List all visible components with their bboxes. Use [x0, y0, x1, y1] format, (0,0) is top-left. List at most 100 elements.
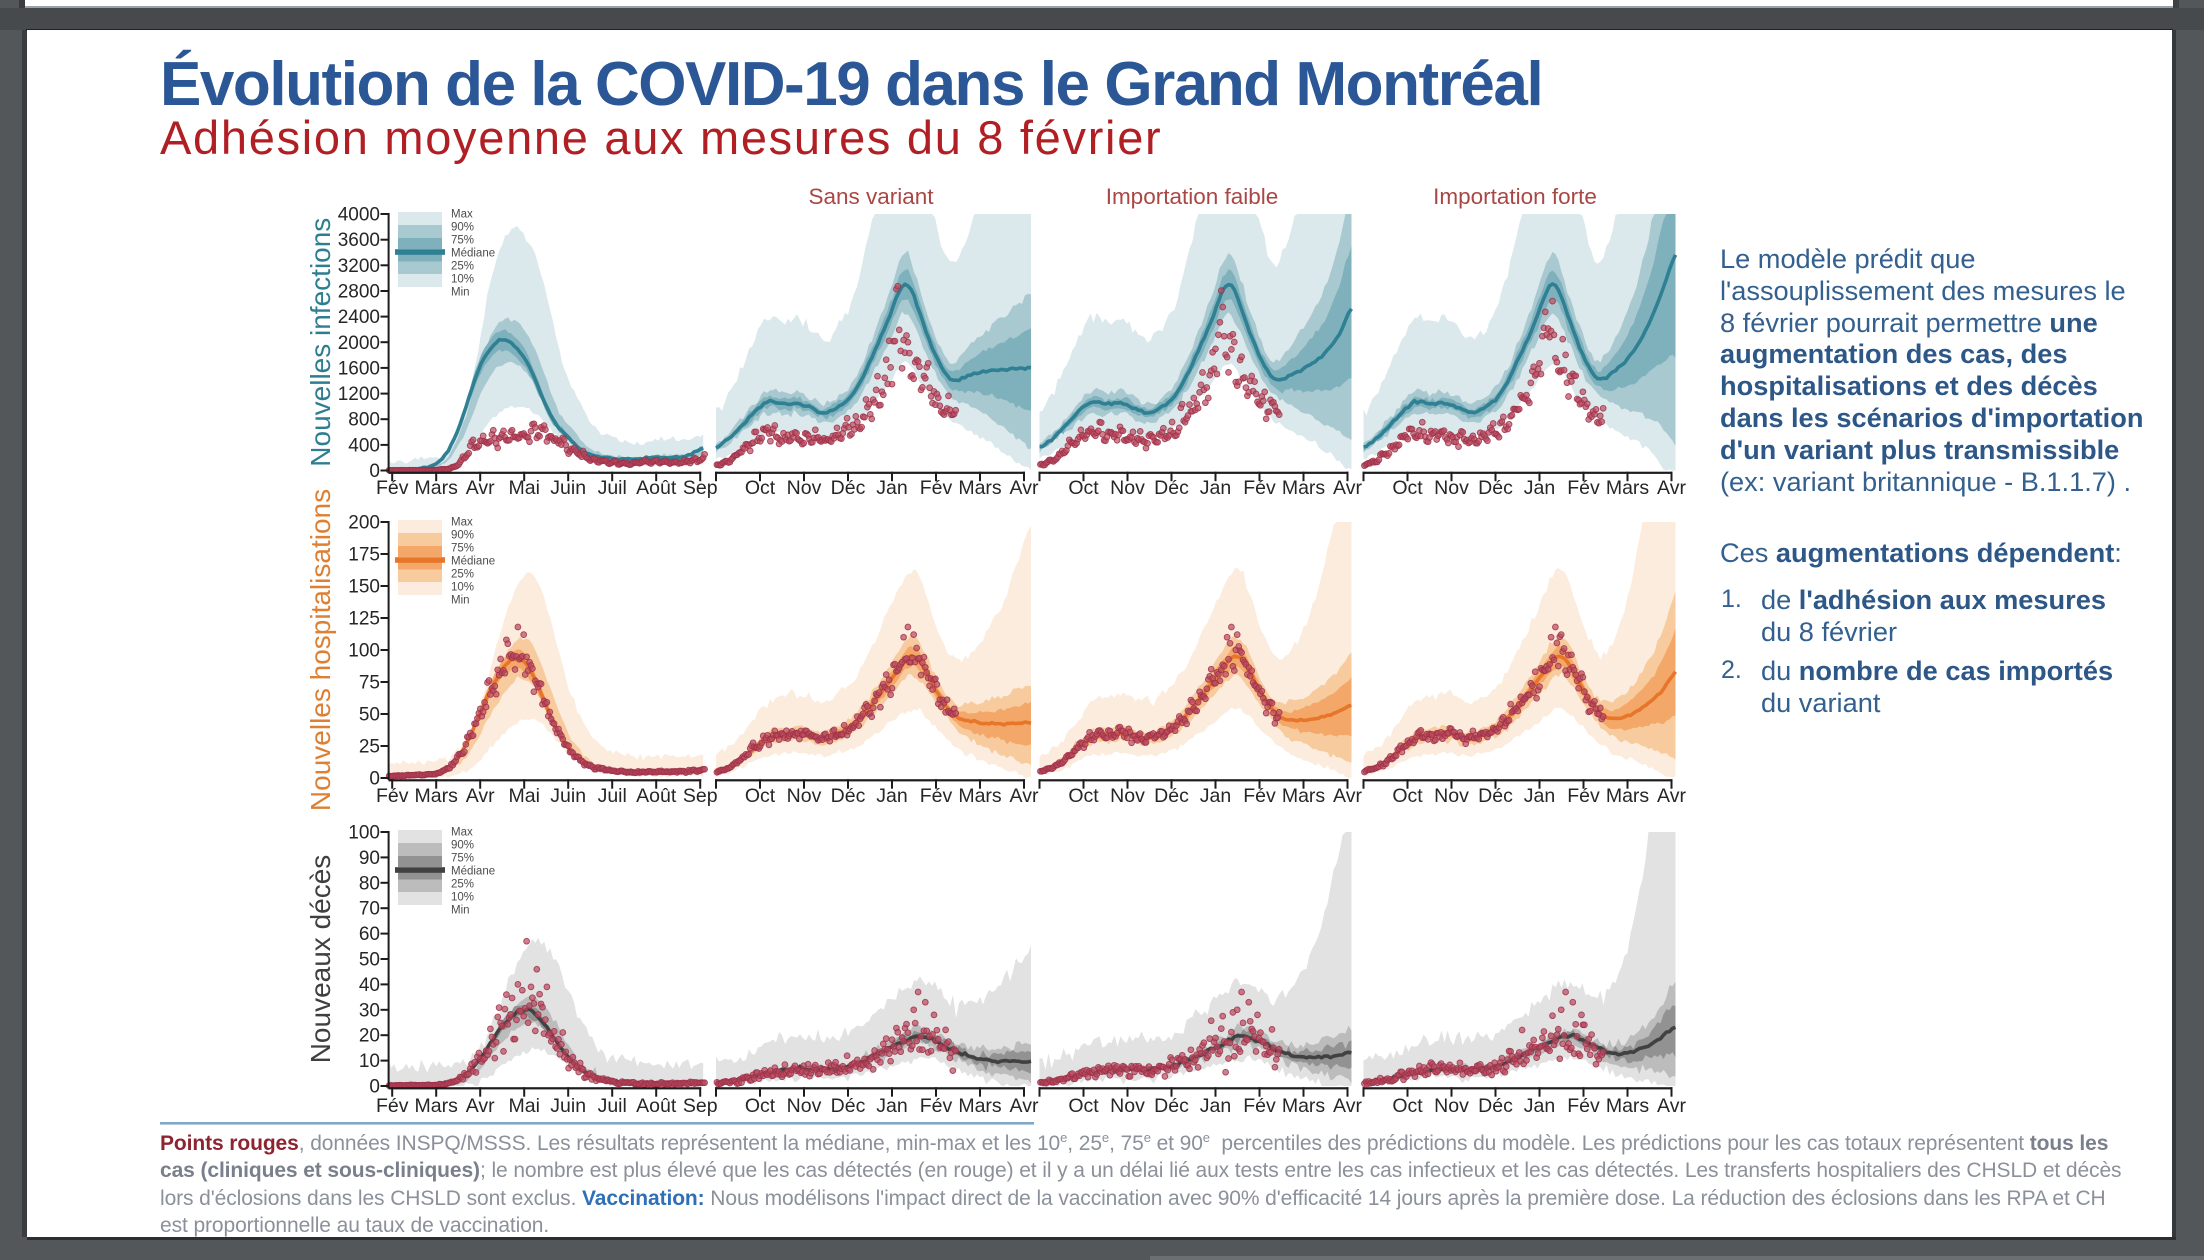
svg-text:Déc: Déc [1154, 785, 1189, 807]
svg-text:Fév: Fév [1243, 785, 1276, 807]
svg-text:Oct: Oct [1392, 785, 1423, 807]
svg-text:Jan: Jan [1200, 785, 1231, 807]
svg-text:Oct: Oct [745, 1095, 776, 1117]
svg-text:75%: 75% [451, 853, 474, 865]
svg-text:Nov: Nov [1434, 1095, 1469, 1117]
svg-text:Nov: Nov [787, 1095, 822, 1117]
svg-text:1200: 1200 [338, 384, 380, 405]
svg-text:Sans variant: Sans variant [808, 184, 934, 209]
svg-text:25%: 25% [451, 879, 474, 891]
svg-text:0: 0 [369, 1077, 380, 1098]
svg-text:Juil: Juil [598, 1095, 627, 1117]
svg-text:Nouveaux décès: Nouveaux décès [305, 855, 336, 1064]
svg-text:Avr: Avr [466, 785, 495, 807]
svg-text:200: 200 [348, 513, 380, 534]
svg-text:Fév: Fév [1567, 1095, 1600, 1117]
svg-text:Min: Min [451, 905, 470, 917]
svg-text:Déc: Déc [831, 785, 866, 807]
svg-text:Oct: Oct [1068, 785, 1099, 807]
svg-text:75%: 75% [451, 543, 474, 555]
svg-text:1600: 1600 [338, 358, 380, 379]
svg-text:Mars: Mars [1282, 1095, 1326, 1117]
svg-text:Fév: Fév [920, 785, 953, 807]
svg-text:60: 60 [359, 924, 380, 945]
svg-text:800: 800 [348, 410, 380, 431]
svg-text:Avr: Avr [466, 1095, 495, 1117]
svg-text:Nov: Nov [1434, 477, 1469, 499]
svg-text:Oct: Oct [1068, 1095, 1099, 1117]
svg-text:Mars: Mars [958, 1095, 1002, 1117]
svg-text:25%: 25% [451, 569, 474, 581]
svg-text:Max: Max [451, 827, 473, 839]
svg-text:Fév: Fév [376, 477, 409, 499]
svg-text:Oct: Oct [745, 477, 776, 499]
svg-text:150: 150 [348, 577, 380, 598]
svg-text:Mars: Mars [1282, 785, 1326, 807]
svg-text:50: 50 [359, 950, 380, 971]
svg-text:3200: 3200 [338, 256, 380, 277]
svg-text:Oct: Oct [1068, 477, 1099, 499]
svg-text:Déc: Déc [1154, 477, 1189, 499]
svg-text:Nov: Nov [787, 785, 822, 807]
svg-text:0: 0 [369, 461, 380, 482]
svg-text:Fév: Fév [1243, 1095, 1276, 1117]
svg-text:Août: Août [636, 477, 677, 499]
svg-text:Sep: Sep [683, 477, 718, 499]
svg-text:Nouvelles infections: Nouvelles infections [305, 218, 336, 467]
svg-text:Nov: Nov [1110, 1095, 1145, 1117]
svg-text:Juil: Juil [598, 477, 627, 499]
svg-text:25%: 25% [451, 261, 474, 273]
svg-text:10: 10 [359, 1051, 380, 1072]
svg-text:10%: 10% [451, 274, 474, 286]
svg-text:Mars: Mars [415, 477, 459, 499]
svg-text:2000: 2000 [338, 333, 380, 354]
svg-text:90%: 90% [451, 840, 474, 852]
svg-text:Fév: Fév [1243, 477, 1276, 499]
svg-text:Fév: Fév [376, 1095, 409, 1117]
svg-text:Mai: Mai [508, 477, 539, 499]
svg-text:Mai: Mai [508, 1095, 539, 1117]
svg-text:Avr: Avr [1010, 477, 1039, 499]
svg-text:Fév: Fév [920, 477, 953, 499]
svg-text:50: 50 [359, 705, 380, 726]
svg-text:Oct: Oct [1392, 477, 1423, 499]
svg-text:Nouvelles hospitalisations: Nouvelles hospitalisations [305, 489, 336, 811]
svg-text:Mars: Mars [1606, 1095, 1650, 1117]
svg-text:Avr: Avr [1333, 477, 1362, 499]
svg-text:Avr: Avr [1333, 785, 1362, 807]
svg-text:Fév: Fév [1567, 477, 1600, 499]
svg-text:Nov: Nov [787, 477, 822, 499]
svg-text:Sep: Sep [683, 1095, 718, 1117]
svg-text:20: 20 [359, 1026, 380, 1047]
svg-text:Déc: Déc [1478, 1095, 1513, 1117]
svg-text:Mars: Mars [415, 785, 459, 807]
svg-text:Avr: Avr [1010, 1095, 1039, 1117]
svg-text:Jan: Jan [876, 1095, 907, 1117]
svg-text:125: 125 [348, 609, 380, 630]
svg-text:90%: 90% [451, 222, 474, 234]
svg-text:Juil: Juil [598, 785, 627, 807]
svg-text:25: 25 [359, 737, 380, 758]
svg-text:Médiane: Médiane [451, 556, 495, 568]
svg-text:Avr: Avr [1657, 785, 1686, 807]
svg-text:Max: Max [451, 209, 473, 221]
svg-text:80: 80 [359, 873, 380, 894]
svg-text:175: 175 [348, 545, 380, 566]
svg-text:10%: 10% [451, 582, 474, 594]
svg-text:Oct: Oct [1392, 1095, 1423, 1117]
svg-text:Avr: Avr [1657, 477, 1686, 499]
svg-text:Médiane: Médiane [451, 866, 495, 878]
svg-text:Août: Août [636, 1095, 677, 1117]
svg-text:Avr: Avr [1010, 785, 1039, 807]
svg-text:Déc: Déc [831, 477, 866, 499]
svg-text:Déc: Déc [1478, 785, 1513, 807]
svg-text:Nov: Nov [1110, 477, 1145, 499]
svg-text:Jan: Jan [1524, 1095, 1555, 1117]
svg-text:Nov: Nov [1434, 785, 1469, 807]
svg-text:Min: Min [451, 595, 470, 607]
svg-text:Fév: Fév [920, 1095, 953, 1117]
svg-text:Jan: Jan [1200, 477, 1231, 499]
svg-text:Mai: Mai [508, 785, 539, 807]
svg-text:90: 90 [359, 848, 380, 869]
svg-text:4000: 4000 [338, 205, 380, 226]
